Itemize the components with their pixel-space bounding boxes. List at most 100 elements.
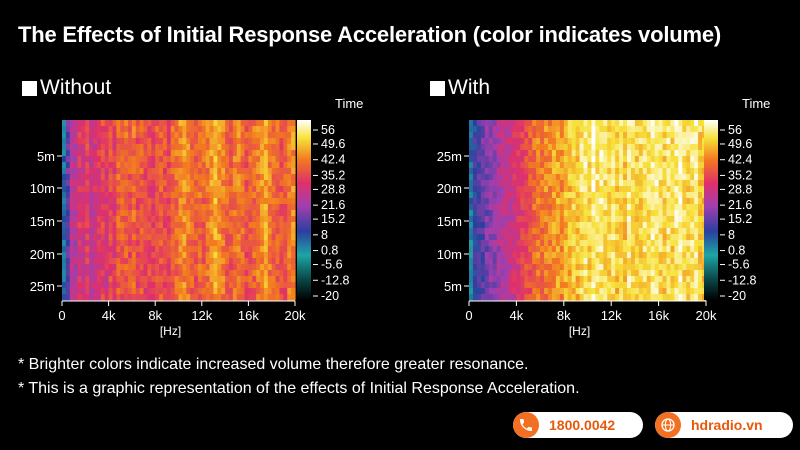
heatmap-cell	[96, 120, 102, 127]
heatmap-cell	[532, 198, 537, 205]
heatmap-cell	[674, 234, 679, 241]
heatmap-cell	[555, 228, 561, 235]
heatmap-cell	[162, 120, 168, 127]
heatmap-cell	[213, 228, 218, 235]
heatmap-cell	[662, 258, 668, 265]
heatmap-cell	[256, 198, 261, 205]
heatmap-cell	[182, 264, 187, 271]
phone-contact[interactable]: 1800.0042	[513, 412, 643, 438]
heatmap-cell	[646, 276, 652, 283]
heatmap-cell	[244, 270, 249, 277]
heatmap-cell	[682, 252, 687, 259]
heatmap-cell	[279, 210, 284, 217]
heatmap-cell	[484, 288, 490, 295]
heatmap-cell	[591, 264, 596, 271]
heatmap-cell	[524, 252, 529, 259]
heatmap-cell	[139, 192, 145, 199]
heatmap-cell	[500, 288, 506, 295]
heatmap-cell	[263, 192, 269, 199]
heatmap-cell	[650, 120, 656, 127]
heatmap-cell	[85, 222, 90, 229]
heatmap-cell	[260, 174, 265, 181]
heatmap-cell	[627, 144, 632, 151]
heatmap-cell	[567, 252, 573, 259]
heatmap-cell	[275, 264, 281, 271]
heatmap-cell	[279, 234, 284, 241]
heatmap-cell	[221, 186, 226, 193]
heatmap-cell	[143, 204, 149, 211]
heatmap-cell	[670, 216, 675, 223]
heatmap-cell	[591, 294, 596, 301]
heatmap-cell	[540, 216, 545, 223]
heatmap-cell	[476, 282, 482, 289]
heatmap-cell	[85, 192, 90, 199]
heatmap-cell	[232, 156, 238, 163]
heatmap-cell	[151, 276, 156, 283]
heatmap-cell	[291, 180, 296, 187]
heatmap-cell	[536, 234, 541, 241]
heatmap-cell	[476, 192, 482, 199]
heatmap-cell	[112, 144, 117, 151]
heatmap-cell	[213, 150, 218, 157]
heatmap-cell	[567, 180, 573, 187]
heatmap-cell	[686, 228, 691, 235]
heatmap-cell	[492, 144, 498, 151]
heatmap-cell	[686, 234, 691, 241]
heatmap-cell	[544, 276, 549, 283]
heatmap-cell	[650, 252, 656, 259]
panel-label-with-text: With	[448, 76, 490, 99]
heatmap-cell	[217, 174, 222, 181]
heatmap-cell	[591, 168, 596, 175]
heatmap-cell	[197, 192, 203, 199]
heatmap-cell	[143, 126, 149, 133]
heatmap-cell	[698, 288, 703, 295]
heatmap-cell	[488, 228, 494, 235]
heatmap-cell	[201, 120, 207, 127]
heatmap-cell	[484, 156, 490, 163]
heatmap-cell	[279, 294, 284, 301]
heatmap-cell	[65, 156, 71, 163]
heatmap-cell	[662, 192, 668, 199]
heatmap-cell	[96, 240, 102, 247]
heatmap-cell	[472, 180, 478, 187]
heatmap-cell	[646, 132, 652, 139]
heatmap-cell	[619, 192, 624, 199]
heatmap-cell	[496, 252, 502, 259]
heatmap-cell	[650, 144, 656, 151]
website-contact[interactable]: hdradio.vn	[655, 412, 793, 438]
heatmap-cell	[540, 222, 545, 229]
heatmap-cell	[236, 210, 242, 217]
heatmap-cell	[611, 186, 616, 193]
heatmap-cell	[217, 186, 222, 193]
heatmap-cell	[548, 144, 553, 151]
heatmap-cell	[654, 270, 660, 277]
heatmap-cell	[678, 282, 683, 289]
heatmap-cell	[520, 198, 525, 205]
heatmap-cell	[62, 132, 67, 139]
heatmap-cell	[260, 222, 265, 229]
heatmap-cell	[201, 162, 207, 169]
heatmap-cell	[228, 198, 234, 205]
heatmap-cell	[244, 216, 249, 223]
heatmap-cell	[512, 186, 517, 193]
heatmap-cell	[147, 282, 152, 289]
heatmap-cell	[686, 204, 691, 211]
heatmap-cell	[654, 246, 660, 253]
heatmap-cell	[252, 120, 257, 127]
heatmap-cell	[232, 138, 238, 145]
heatmap-cell	[694, 180, 699, 187]
heatmap-cell	[504, 222, 510, 229]
heatmap-cell	[591, 228, 596, 235]
heatmap-cell	[540, 258, 545, 265]
heatmap-cell	[194, 150, 199, 157]
heatmap-cell	[174, 216, 180, 223]
heatmap-cell	[548, 204, 553, 211]
heatmap-cell	[650, 180, 656, 187]
heatmap-cell	[201, 168, 207, 175]
heatmap-cell	[615, 294, 620, 301]
heatmap-cell	[512, 204, 517, 211]
heatmap-cell	[104, 138, 110, 145]
heatmap-cell	[623, 210, 628, 217]
heatmap-cell	[686, 132, 691, 139]
heatmap-cell	[544, 228, 549, 235]
